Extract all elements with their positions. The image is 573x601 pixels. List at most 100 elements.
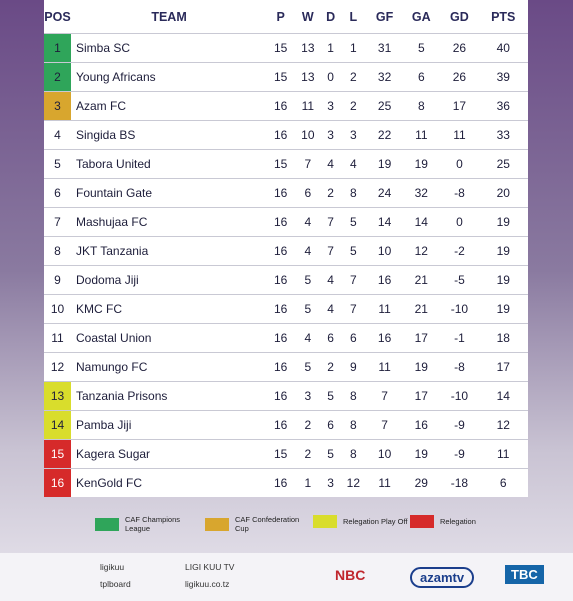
table-row: 1 Simba SC 15 13 1 1 31 5 26 40 [44, 33, 528, 63]
stat-cell: 16 [366, 323, 403, 353]
stat-cell: 2 [339, 62, 367, 92]
stat-cell: 5 [294, 294, 322, 324]
column-header: TEAM [151, 9, 187, 24]
stat-cell: 6 [339, 323, 367, 353]
stat-cell: 10 [366, 439, 403, 469]
stat-cell: 8 [339, 410, 367, 440]
team-name: KMC FC [71, 294, 268, 324]
table-row: 7 Mashujaa FC 16 4 7 5 14 14 0 19 [44, 207, 528, 237]
stat-cell: 19 [402, 439, 441, 469]
stat-cell: 10 [294, 120, 322, 150]
stat-cell: 16 [267, 178, 295, 208]
legend-item: CAF Confederation Cup [205, 515, 305, 533]
stat-cell: 21 [402, 294, 441, 324]
stat-cell: 16 [267, 91, 295, 121]
stat-cell: 0 [440, 149, 479, 179]
stat-cell: 5 [321, 381, 340, 411]
table-row: 8 JKT Tanzania 16 4 7 5 10 12 -2 19 [44, 236, 528, 266]
team-name: Young Africans [71, 62, 268, 92]
legend-swatch [313, 515, 337, 528]
stat-cell: 0 [321, 62, 340, 92]
stat-cell: -5 [440, 265, 479, 295]
legend-label: CAF Confederation Cup [235, 515, 300, 533]
position: 11 [44, 323, 71, 353]
team-name: KenGold FC [71, 468, 268, 497]
stat-cell: 19 [402, 149, 441, 179]
table-row: 9 Dodoma Jiji 16 5 4 7 16 21 -5 19 [44, 265, 528, 295]
stat-cell: 7 [321, 207, 340, 237]
position: 14 [44, 410, 71, 440]
position: 1 [44, 33, 71, 63]
stat-cell: 25 [366, 91, 403, 121]
stat-cell: 15 [267, 62, 295, 92]
stat-cell: 8 [402, 91, 441, 121]
position: 7 [44, 207, 71, 237]
stat-cell: 5 [294, 265, 322, 295]
stat-cell: 26 [440, 62, 479, 92]
stat-cell: -9 [440, 410, 479, 440]
stat-cell: 32 [402, 178, 441, 208]
stat-cell: 1 [339, 33, 367, 63]
table-row: 4 Singida BS 16 10 3 3 22 11 11 33 [44, 120, 528, 150]
position: 10 [44, 294, 71, 324]
stat-cell: 29 [402, 468, 441, 497]
position: 12 [44, 352, 71, 382]
column-header: D [326, 9, 336, 24]
column-header: PTS [491, 9, 516, 24]
stat-cell: 7 [321, 236, 340, 266]
stat-cell: 17 [402, 381, 441, 411]
stat-cell: 33 [478, 120, 528, 150]
legend-swatch [205, 517, 229, 531]
stat-cell: 2 [339, 91, 367, 121]
stat-cell: 40 [478, 33, 528, 63]
stat-cell: 1 [294, 468, 322, 497]
stat-cell: 3 [321, 468, 340, 497]
stat-cell: 15 [267, 439, 295, 469]
stat-cell: 18 [478, 323, 528, 353]
stat-cell: 22 [366, 120, 403, 150]
stat-cell: -8 [440, 178, 479, 208]
stat-cell: 19 [478, 265, 528, 295]
position: 2 [44, 62, 71, 92]
legend-swatch [95, 517, 119, 531]
legend-item: CAF Champions League [95, 515, 195, 533]
stat-cell: 19 [402, 352, 441, 382]
stat-cell: 4 [321, 294, 340, 324]
table-row: 2 Young Africans 15 13 0 2 32 6 26 39 [44, 62, 528, 92]
sponsor-logo: TBC [505, 565, 544, 584]
stat-cell: 19 [366, 149, 403, 179]
stat-cell: 5 [294, 352, 322, 382]
column-header: P [276, 9, 285, 24]
stat-cell: 16 [267, 294, 295, 324]
team-name: Mashujaa FC [71, 207, 268, 237]
stat-cell: 21 [402, 265, 441, 295]
position: 9 [44, 265, 71, 295]
stat-cell: -8 [440, 352, 479, 382]
stat-cell: -10 [440, 381, 479, 411]
stat-cell: 15 [267, 33, 295, 63]
table-row: 6 Fountain Gate 16 6 2 8 24 32 -8 20 [44, 178, 528, 208]
stat-cell: 7 [294, 149, 322, 179]
team-name: Namungo FC [71, 352, 268, 382]
legend-label: Relegation [440, 517, 476, 526]
stat-cell: 11 [478, 439, 528, 469]
stat-cell: 14 [478, 381, 528, 411]
stat-cell: 4 [294, 207, 322, 237]
table-row: 16 KenGold FC 16 1 3 12 11 29 -18 6 [44, 468, 528, 497]
legend-item: Relegation [410, 515, 476, 528]
stat-cell: 5 [339, 236, 367, 266]
table-row: 5 Tabora United 15 7 4 4 19 19 0 25 [44, 149, 528, 179]
stat-cell: 3 [321, 91, 340, 121]
stat-cell: 32 [366, 62, 403, 92]
legend-swatch [410, 515, 434, 528]
team-name: Singida BS [71, 120, 268, 150]
position: 8 [44, 236, 71, 266]
stat-cell: -18 [440, 468, 479, 497]
stat-cell: 4 [321, 265, 340, 295]
footer: ligikuu tplboard LIGI KUU TV ligikuu.co.… [0, 553, 573, 601]
instagram: ligikuu [100, 562, 125, 572]
team-name: Tanzania Prisons [71, 381, 268, 411]
stat-cell: 16 [366, 265, 403, 295]
team-name: Kagera Sugar [71, 439, 268, 469]
